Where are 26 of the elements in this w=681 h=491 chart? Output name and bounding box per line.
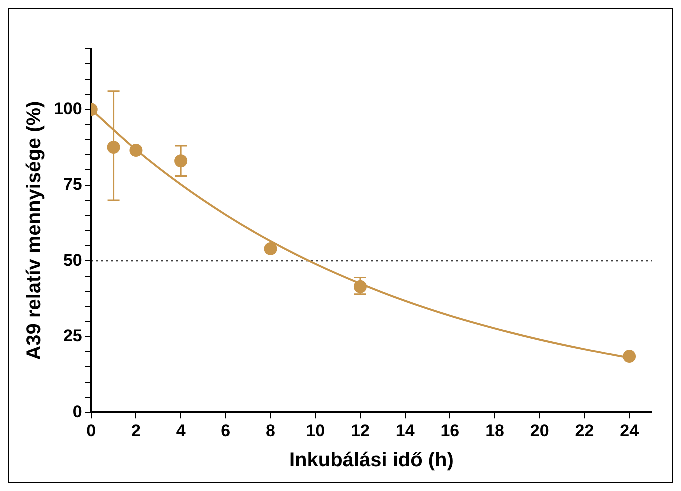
point [623, 350, 636, 364]
point [130, 144, 143, 158]
x-tick-label: 4 [176, 421, 186, 440]
y-axis-title: A39 relatív mennyisége (%) [24, 101, 46, 360]
x-tick-label: 16 [440, 421, 460, 440]
point [174, 154, 188, 168]
x-tick-label: 0 [86, 421, 96, 440]
point [107, 140, 120, 154]
y-tick-label: 75 [63, 175, 82, 194]
x-tick-label: 6 [221, 421, 231, 440]
x-axis-title: Inkubálási idő (h) [289, 450, 454, 472]
y-tick-label: 100 [54, 99, 82, 118]
x-tick-label: 22 [575, 421, 594, 440]
y-tick-label: 0 [72, 402, 82, 422]
x-tick-label: 14 [396, 421, 416, 440]
x-tick-label: 10 [306, 421, 326, 440]
x-tick-label: 2 [131, 421, 141, 440]
x-tick-label: 8 [266, 421, 276, 440]
x-tick-label: 24 [620, 421, 640, 440]
y-tick-label: 25 [63, 326, 82, 346]
point [354, 280, 367, 294]
y-tick-label: 50 [63, 250, 82, 270]
point [264, 242, 278, 256]
x-tick-label: 20 [530, 421, 550, 440]
x-tick-label: 18 [486, 421, 504, 440]
x-tick-label: 12 [351, 421, 370, 440]
